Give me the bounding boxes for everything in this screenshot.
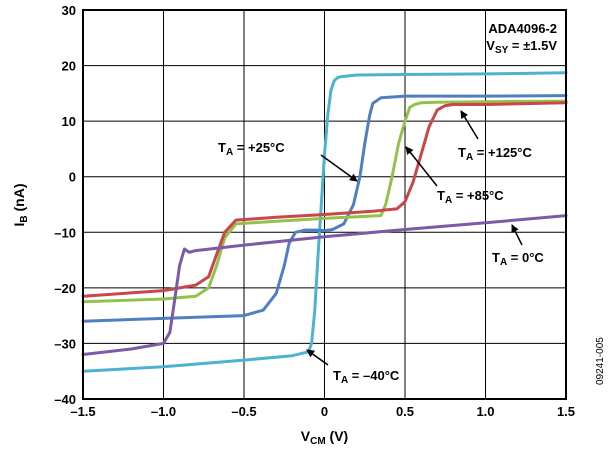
series-line-4 [81,214,568,356]
x-axis-title: VCM (V) [301,428,348,447]
annotations: TA = +25°C TA = +85°C TA = +125°C TA = 0°C T… [218,110,544,386]
figure-id: 09241-005 [595,337,606,385]
x-tick-label: 1.5 [557,404,575,419]
series-label: TA = +85°C [437,188,504,206]
device-label: ADA4096-2 [488,21,557,36]
grid [82,9,567,400]
y-tick-label: –20 [54,281,76,296]
series-label: TA = –40°C [333,368,400,386]
series-line-2 [81,99,568,304]
x-tick-label: –1.5 [70,404,95,419]
y-tick-label: 10 [62,114,76,129]
series-label-arrow [405,146,438,187]
x-tick-label: 0 [321,404,328,419]
series-label-arrow [320,154,358,182]
series-label-arrow [511,224,523,246]
series-label: TA = +25°C [218,140,285,158]
y-tick-label: –30 [54,336,76,351]
y-axis-title: IB (nA) [11,183,30,226]
y-tick-label: 20 [62,59,76,74]
supply-label: VSY = ±1.5V [486,38,557,56]
y-tick-label: –40 [54,392,76,407]
y-tick-label: 30 [62,3,76,18]
series-line-0 [81,71,568,373]
series-line-3 [81,101,568,298]
series-label-arrow [460,110,479,140]
x-tick-label: 0.5 [396,404,414,419]
tick-labels: –1.5 –1.0 –0.5 0 0.5 1.0 1.5 –40 –30 –20 –10 0 10 20 3… [54,3,575,419]
series-line-1 [81,94,568,323]
plot-frame [82,9,567,400]
y-tick-label: –10 [54,225,76,240]
series-layer [81,71,568,373]
x-tick-label: 1.0 [476,404,494,419]
x-tick-label: –1.0 [151,404,176,419]
y-tick-label: 0 [69,170,76,185]
series-label: TA = +125°C [458,145,532,163]
series-label-arrow [306,349,329,366]
series-label: TA = 0°C [492,250,544,268]
x-tick-label: –0.5 [231,404,256,419]
